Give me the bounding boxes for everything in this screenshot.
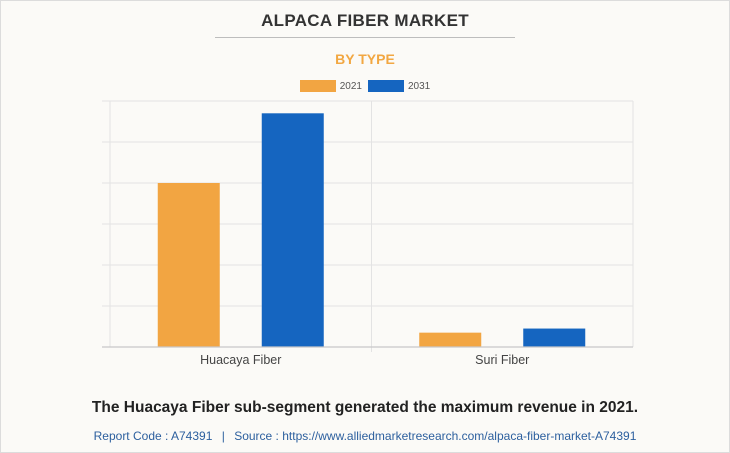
footer-separator: | [221, 429, 225, 443]
legend-swatch-2031 [368, 80, 404, 92]
footer-source: Report Code : A74391 | Source : https://… [0, 429, 730, 443]
legend-swatch-2021 [299, 80, 336, 92]
bar-huacaya-fiber-2021 [157, 183, 220, 347]
bar-suri-fiber-2021 [419, 332, 482, 347]
chart-title: ALPACA FIBER MARKET [261, 11, 469, 30]
chart-legend: 2021 2031 [0, 80, 730, 92]
x-tick-label: Suri Fiber [475, 353, 529, 367]
chart-subtitle: BY TYPE [335, 51, 395, 67]
legend-item-2031[interactable]: 2031 [368, 80, 430, 92]
bar-huacaya-fiber-2031 [261, 113, 324, 347]
legend-label-2021: 2021 [339, 80, 362, 92]
source-link[interactable]: Source : https://www.alliedmarketresearc… [234, 429, 637, 443]
bar-suri-fiber-2031 [523, 328, 586, 347]
x-tick-label: Huacaya Fiber [200, 353, 281, 367]
footer-note: The Huacaya Fiber sub-segment generated … [91, 399, 639, 416]
legend-label-2031: 2031 [408, 80, 431, 92]
legend-item-2021[interactable]: 2021 [299, 80, 362, 92]
title-divider [215, 37, 515, 38]
report-code: Report Code : A74391 [93, 429, 213, 443]
